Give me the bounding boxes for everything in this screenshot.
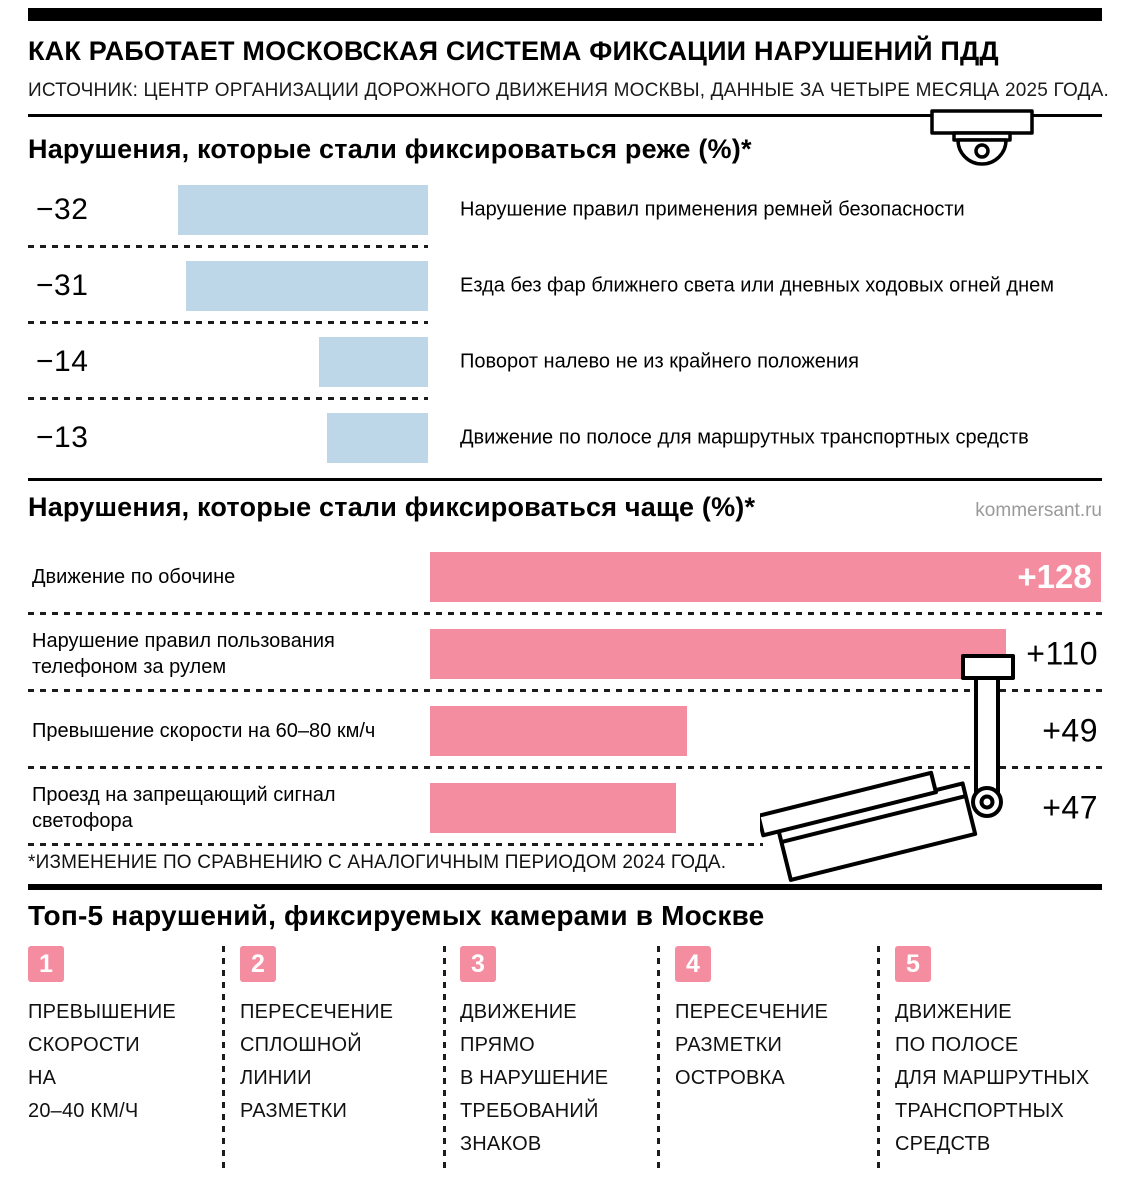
watermark: kommersant.ru [975, 500, 1102, 521]
page-title: КАК РАБОТАЕТ МОСКОВСКАЯ СИСТЕМА ФИКСАЦИИ… [28, 36, 999, 66]
top5-label: ДВИЖЕНИЕ ПРЯМО В НАРУШЕНИЕ ТРЕБОВАНИЙ ЗН… [460, 1001, 609, 1155]
decrease-section-title: Нарушения, которые стали фиксироваться р… [28, 134, 752, 164]
top5-label: ПРЕВЫШЕНИЕ СКОРОСТИ НА 20–40 КМ/Ч [28, 1001, 176, 1122]
top5-item: 4 ПЕРЕСЕЧЕНИЕ РАЗМЕТКИ ОСТРОВКА [675, 946, 870, 1095]
category-label: Езда без фар ближнего света или дневных … [460, 274, 1054, 297]
row-separator [28, 689, 1102, 692]
row-separator [28, 612, 1102, 615]
column-separator [657, 946, 660, 1168]
traffic-camera-icon [760, 654, 1015, 882]
category-label: Поворот налево не из крайнего положения [460, 350, 859, 373]
top5-item: 5 ДВИЖЕНИЕ ПО ПОЛОСЕ ДЛЯ МАРШРУТНЫХ ТРАН… [895, 946, 1102, 1161]
category-label: Движение по обочине [32, 565, 236, 588]
top5-label: ПЕРЕСЕЧЕНИЕ РАЗМЕТКИ ОСТРОВКА [675, 1001, 829, 1089]
rank-badge: 3 [460, 946, 496, 982]
bar [326, 413, 428, 463]
section-divider [28, 478, 1102, 481]
bar [430, 629, 1007, 679]
category-label: Нарушение правил пользования телефоном з… [32, 629, 335, 678]
column-separator [443, 946, 446, 1168]
value-label: −13 [36, 421, 89, 454]
bar [178, 185, 428, 235]
top5-item: 2 ПЕРЕСЕЧЕНИЕ СПЛОШНОЙ ЛИНИИ РАЗМЕТКИ [240, 946, 435, 1128]
value-label: −14 [36, 345, 89, 378]
value-label: +110 [1026, 635, 1098, 671]
header-divider [28, 114, 1102, 117]
category-label: Проезд на запрещающий сигнал светофора [32, 783, 336, 832]
value-label: +47 [1042, 789, 1098, 825]
value-label: +49 [1042, 712, 1098, 748]
footnote: *ИЗМЕНЕНИЕ ПО СРАВНЕНИЮ С АНАЛОГИЧНЫМ ПЕ… [28, 852, 727, 873]
column-separator [222, 946, 225, 1168]
increase-row: Превышение скорости на 60–80 км/ч +49 [28, 692, 1102, 769]
category-label: Нарушение правил применения ремней безоп… [460, 198, 965, 221]
increase-row: Проезд на запрещающий сигнал светофора +… [28, 769, 1102, 846]
row-separator [28, 766, 1102, 769]
increase-row: Нарушение правил пользования телефоном з… [28, 615, 1102, 692]
row-separator [28, 843, 763, 846]
bar [430, 783, 677, 833]
category-label: Движение по полосе для маршрутных трансп… [460, 426, 1029, 449]
value-label: −32 [36, 193, 89, 226]
increase-row: Движение по обочине +128 [28, 538, 1102, 615]
section-thick-divider [28, 884, 1102, 890]
rank-badge: 2 [240, 946, 276, 982]
value-label: +128 [1017, 558, 1092, 595]
rank-badge: 1 [28, 946, 64, 982]
bar: +128 [430, 552, 1101, 602]
decrease-row: −32 Нарушение правил применения ремней б… [28, 172, 1102, 248]
rank-badge: 4 [675, 946, 711, 982]
top5-label: ДВИЖЕНИЕ ПО ПОЛОСЕ ДЛЯ МАРШРУТНЫХ ТРАНСП… [895, 1001, 1090, 1155]
row-separator [28, 245, 428, 248]
top-rule [28, 8, 1102, 21]
decrease-row: −14 Поворот налево не из крайнего положе… [28, 324, 1102, 400]
decrease-row: −13 Движение по полосе для маршрутных тр… [28, 400, 1102, 476]
top5-item: 3 ДВИЖЕНИЕ ПРЯМО В НАРУШЕНИЕ ТРЕБОВАНИЙ … [460, 946, 650, 1161]
dome-camera-icon [930, 109, 1034, 166]
bar [186, 261, 428, 311]
top5-label: ПЕРЕСЕЧЕНИЕ СПЛОШНОЙ ЛИНИИ РАЗМЕТКИ [240, 1001, 394, 1122]
column-separator [877, 946, 880, 1168]
top5-section-title: Топ-5 нарушений, фиксируемых камерами в … [28, 900, 765, 931]
category-label: Превышение скорости на 60–80 км/ч [32, 719, 376, 742]
top5-item: 1 ПРЕВЫШЕНИЕ СКОРОСТИ НА 20–40 КМ/Ч [28, 946, 213, 1128]
decrease-row: −31 Езда без фар ближнего света или днев… [28, 248, 1102, 324]
rank-badge: 5 [895, 946, 931, 982]
bar [430, 706, 687, 756]
value-label: −31 [36, 269, 89, 302]
row-separator [28, 397, 428, 400]
bar [318, 337, 428, 387]
source-line: ИСТОЧНИК: ЦЕНТР ОРГАНИЗАЦИИ ДОРОЖНОГО ДВ… [28, 80, 1109, 101]
increase-section-title: Нарушения, которые стали фиксироваться ч… [28, 492, 756, 522]
row-separator [28, 321, 428, 324]
